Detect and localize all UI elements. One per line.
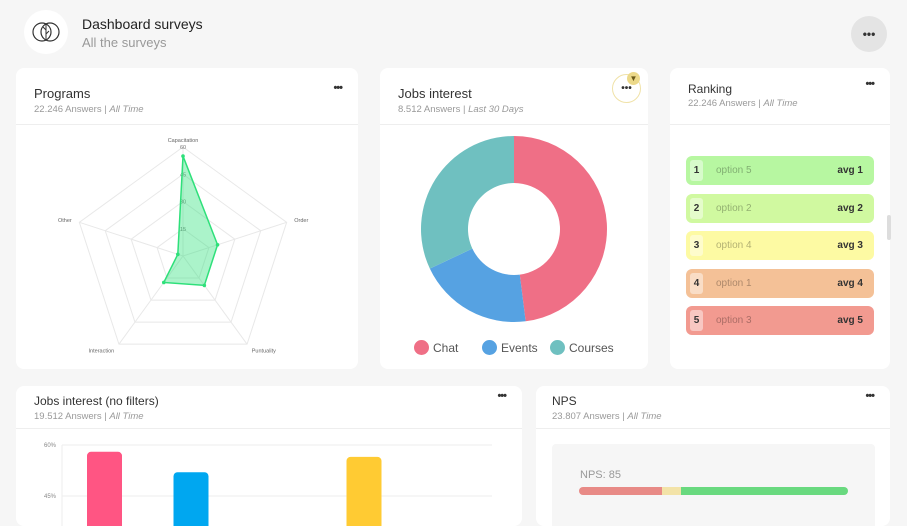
page-header: Dashboard surveys All the surveys ••• — [0, 0, 907, 68]
donut-slice-courses — [421, 136, 514, 269]
donut-slice-events — [429, 248, 526, 322]
donut-chart — [421, 136, 607, 322]
card-title: Programs — [34, 86, 91, 101]
ranking-item[interactable]: 1 option 5 avg 1 — [686, 156, 874, 185]
ranking-item[interactable]: 2 option 2 avg 2 — [686, 193, 874, 223]
card-subtitle: 23.807 Answers | All Time — [552, 411, 662, 422]
legend-item-chat[interactable]: Chat — [414, 340, 458, 355]
radar-grid-ring — [78, 146, 288, 345]
rank-avg: avg 4 — [837, 277, 863, 289]
radar-tick-label: 30 — [180, 200, 186, 206]
radar-point — [215, 242, 220, 247]
radar-point — [176, 252, 180, 257]
donut-slice-chat — [514, 136, 607, 322]
nps-segment — [579, 487, 663, 495]
nps-bar — [579, 487, 848, 495]
rank-option: option 3 — [716, 315, 752, 326]
page-title: Dashboard surveys — [82, 16, 203, 32]
rank-option: option 2 — [716, 202, 752, 214]
radar-grid-ring — [156, 228, 210, 279]
radar-point — [181, 154, 185, 158]
rank-number: 3 — [690, 235, 703, 256]
radar-grid-ring — [104, 173, 262, 323]
card-title: Jobs interest (no filters) — [34, 394, 159, 408]
radar-chart: Capacitation Order Puntuality Interaction Ot… — [58, 138, 309, 355]
programs-card: Programs 22.246 Answers | All Time ••• C… — [16, 68, 358, 369]
radar-axis — [118, 255, 184, 345]
page-subtitle: All the surveys — [82, 35, 167, 50]
nps-panel: NPS: 85 — [552, 444, 875, 526]
more-menu-button[interactable]: ••• — [851, 16, 887, 52]
rank-avg: avg 3 — [837, 240, 863, 251]
rank-avg: avg 5 — [837, 315, 863, 326]
radar-grid-ring — [130, 200, 236, 301]
leaf-logo-icon — [32, 22, 60, 42]
card-menu-button[interactable]: ••• — [612, 74, 641, 103]
nps-card: NPS 23.807 Answers | All Time ••• NPS: 8… — [536, 386, 890, 526]
radar-point — [161, 280, 166, 285]
radar-point — [202, 283, 207, 288]
radar-axis-label: Puntuality — [252, 349, 276, 355]
card-subtitle: 19.512 Answers | All Time — [34, 411, 144, 422]
bar — [87, 451, 122, 526]
card-menu-button[interactable]: ••• — [497, 390, 507, 402]
ranking-item[interactable]: 4 option 1 avg 4 — [686, 268, 874, 298]
radar-axis — [182, 221, 287, 257]
nps-segment — [662, 487, 682, 495]
radar-axis-label: Capacitation — [168, 138, 199, 144]
jobs-interest-no-filters-card: Jobs interest (no filters) 19.512 Answer… — [16, 386, 522, 526]
card-menu-button[interactable]: ••• — [865, 78, 875, 90]
card-menu-button[interactable]: ••• — [333, 82, 343, 94]
rank-option: option 1 — [716, 277, 752, 289]
bar — [346, 456, 382, 526]
rank-number: 5 — [690, 310, 703, 331]
y-tick-label: 45% — [44, 494, 57, 500]
card-title: NPS — [552, 394, 577, 408]
radar-series — [162, 155, 219, 287]
ranking-item[interactable]: 3 option 4 avg 3 — [686, 231, 874, 260]
nps-label: NPS: 85 — [580, 469, 621, 481]
rank-avg: avg 2 — [837, 202, 863, 214]
filter-icon[interactable]: ▼ — [627, 72, 640, 85]
radar-tick-label: 45 — [180, 172, 186, 178]
radar-axis — [79, 221, 184, 257]
rank-number: 4 — [690, 272, 703, 294]
rank-option: option 5 — [716, 165, 752, 176]
legend-item-events[interactable]: Events — [482, 340, 538, 355]
ranking-item[interactable]: 5 option 3 avg 5 — [686, 306, 874, 335]
rank-option: option 4 — [716, 240, 752, 251]
legend-item-courses[interactable]: Courses — [550, 340, 614, 355]
card-subtitle: 22.246 Answers | All Time — [34, 104, 144, 115]
radar-axis-label: Interaction — [89, 349, 115, 355]
radar-tick-label: 15 — [180, 227, 186, 233]
rank-number: 2 — [690, 197, 703, 219]
nps-segment — [681, 487, 848, 495]
scrollbar[interactable] — [887, 215, 891, 240]
card-title: Ranking — [688, 82, 733, 96]
card-title: Jobs interest — [398, 86, 472, 101]
jobs-interest-card: Jobs interest 8.512 Answers | Last 30 Da… — [380, 68, 648, 369]
radar-axis-label: Other — [58, 218, 72, 224]
rank-number: 1 — [690, 160, 703, 181]
bar-chart: 60% 45% — [44, 443, 492, 526]
card-subtitle: 8.512 Answers | Last 30 Days — [398, 104, 524, 115]
bar — [173, 472, 209, 526]
logo — [24, 10, 68, 54]
radar-axis-label: Order — [294, 218, 308, 224]
y-tick-label: 60% — [44, 443, 57, 449]
card-subtitle: 22.246 Answers | All Time — [688, 98, 798, 109]
radar-tick-label: 60 — [180, 145, 186, 151]
rank-avg: avg 1 — [837, 165, 863, 176]
ranking-card: Ranking 22.246 Answers | All Time ••• 1 o… — [670, 68, 890, 369]
card-menu-button[interactable]: ••• — [865, 390, 875, 402]
radar-axis — [182, 255, 248, 345]
